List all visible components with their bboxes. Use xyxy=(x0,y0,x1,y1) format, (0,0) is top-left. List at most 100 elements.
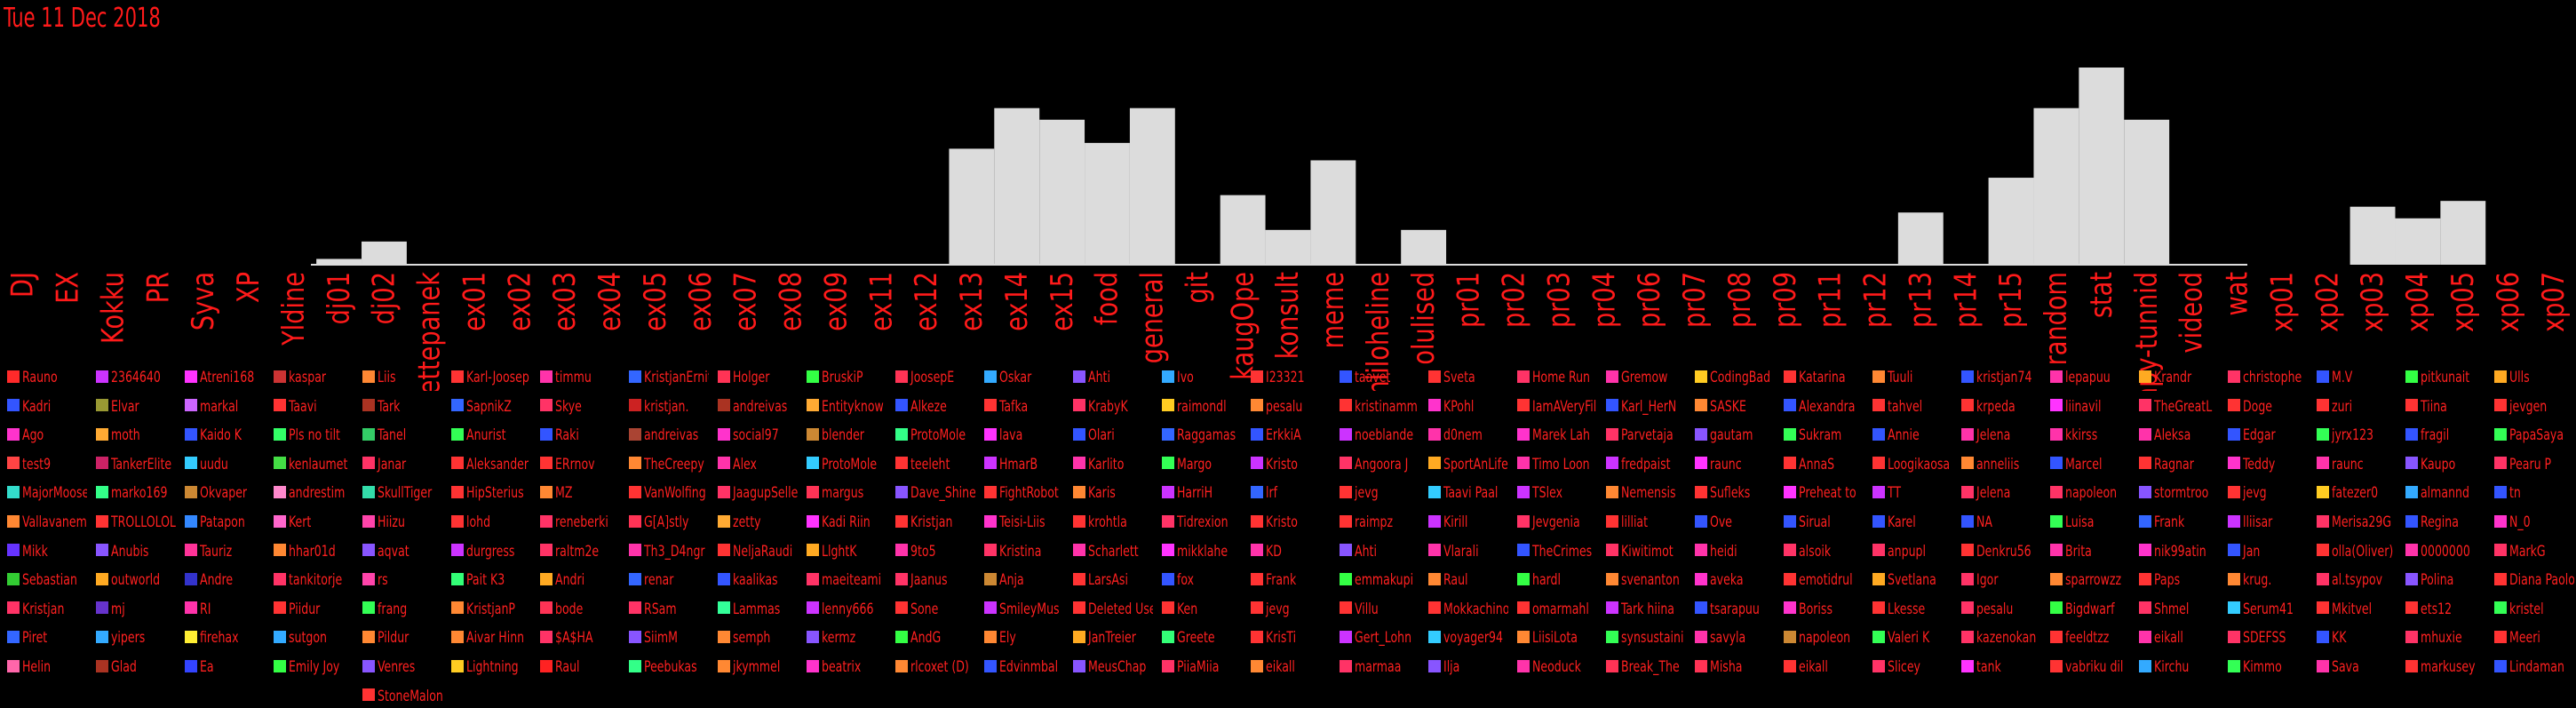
user-name: Teisi-Liis xyxy=(999,513,1046,531)
user-entry: Holger xyxy=(718,366,798,389)
user-entry: Krandr xyxy=(2139,366,2219,389)
user-entry: kermz xyxy=(807,626,886,649)
user-color-swatch xyxy=(540,659,553,672)
user-name: pesalu xyxy=(1266,397,1303,416)
user-color-swatch xyxy=(807,457,819,470)
user-name: svenanton xyxy=(1621,571,1680,590)
user-color-swatch xyxy=(1517,630,1530,643)
user-entry: Ely xyxy=(984,626,1064,649)
bar-xp04 xyxy=(2395,218,2441,265)
user-entry: Ago xyxy=(7,424,87,447)
user-name: SkullTiger xyxy=(378,484,433,503)
user-name: Angoora J xyxy=(1355,455,1409,473)
user-entry: JanTreier xyxy=(1073,626,1153,649)
user-entry: Parvetaja xyxy=(1606,424,1686,447)
user-color-swatch xyxy=(1073,630,1085,643)
user-name: Misha xyxy=(1710,658,1743,676)
user-entry: zetty xyxy=(718,511,798,534)
user-entry: Sone xyxy=(895,598,975,621)
user-entry: kristjan. xyxy=(629,395,709,418)
user-name: Tark hiina xyxy=(1621,600,1674,618)
bar-meme xyxy=(1310,160,1356,265)
user-color-swatch xyxy=(1961,601,1974,615)
user-entry: 2364640 xyxy=(96,366,176,389)
user-name: kristjan. xyxy=(644,397,689,416)
user-entry: Anja xyxy=(984,569,1064,592)
user-entry: BruskiP xyxy=(807,366,886,389)
user-name: Nemensis xyxy=(1621,484,1676,503)
user-name: Hiizu xyxy=(378,513,405,531)
user-name: RI xyxy=(200,600,211,618)
user-entry: tankitorje xyxy=(274,569,354,592)
user-name: TheGreatL xyxy=(2154,397,2213,416)
user-entry: aqvat xyxy=(362,540,442,563)
user-name: feeldtzz xyxy=(2065,629,2110,648)
user-name: kaalikas xyxy=(733,571,778,590)
user-color-swatch xyxy=(540,427,553,441)
user-color-swatch xyxy=(629,485,641,498)
user-name: reneberki xyxy=(555,513,608,531)
user-color-swatch xyxy=(1695,399,1707,412)
user-color-swatch xyxy=(96,601,108,615)
bar-ex14 xyxy=(994,107,1040,266)
user-entry: heidi xyxy=(1695,540,1775,563)
user-entry: gautam xyxy=(1695,424,1775,447)
user-color-swatch xyxy=(1251,399,1263,412)
user-color-swatch xyxy=(629,659,641,672)
tick-label: ex12 xyxy=(909,272,944,331)
user-name: NeljaRaudi xyxy=(733,542,793,561)
user-name: Aivar Hinn xyxy=(466,629,525,648)
user-entry: lliisar xyxy=(2228,511,2308,534)
user-color-swatch xyxy=(1961,630,1974,643)
user-entry: Sirual xyxy=(1784,511,1864,534)
user-name: Tauriz xyxy=(200,542,233,561)
user-entry: Katarina xyxy=(1784,366,1864,389)
user-name: Ago xyxy=(22,426,44,445)
user-entry: Kimmo xyxy=(2228,656,2308,679)
user-name: Liis xyxy=(378,369,396,386)
user-entry: timmu xyxy=(540,366,620,389)
user-entry: Pait K3 xyxy=(451,569,531,592)
user-name: emotidrul xyxy=(1799,571,1853,590)
user-entry: jevg xyxy=(1340,481,1419,505)
user-entry: SapnikZ xyxy=(451,395,531,418)
user-name: zuri xyxy=(2332,397,2353,416)
user-entry: Polina xyxy=(2405,569,2485,592)
user-name: KD xyxy=(1266,542,1282,561)
bar-general xyxy=(1129,107,1175,266)
user-color-swatch xyxy=(2228,427,2240,441)
user-color-swatch xyxy=(2405,427,2418,441)
user-color-swatch xyxy=(7,572,20,585)
user-color-swatch xyxy=(1784,544,1796,557)
user-name: mikklahe xyxy=(1177,542,1228,561)
bar-syvapy-tunnid xyxy=(2124,119,2170,265)
user-entry: tank xyxy=(1961,656,2041,679)
user-name: Emily Joy xyxy=(289,658,340,676)
tick-label: pr03 xyxy=(1542,272,1578,328)
user-color-swatch xyxy=(1340,659,1352,672)
user-color-swatch xyxy=(1606,659,1618,672)
user-color-swatch xyxy=(274,457,286,470)
user-color-swatch xyxy=(2139,544,2151,557)
user-name: lrf xyxy=(1266,484,1278,503)
user-entry: Svetlana xyxy=(1872,569,1952,592)
tick-label: ex15 xyxy=(1045,272,1080,331)
user-entry: napoleon xyxy=(2050,481,2130,505)
user-color-swatch xyxy=(2405,514,2418,528)
user-entry: $A$HA xyxy=(540,626,620,649)
user-name: Bigdwarf xyxy=(2065,600,2115,618)
user-entry: omarmahl xyxy=(1517,598,1597,621)
user-color-swatch xyxy=(1961,659,1974,672)
user-name: BruskiP xyxy=(822,369,863,386)
user-color-swatch xyxy=(629,544,641,557)
user-color-swatch xyxy=(984,544,997,557)
user-name: sutgon xyxy=(289,629,327,648)
user-entry: lrf xyxy=(1251,481,1331,505)
user-entry: al.tsypov xyxy=(2317,569,2397,592)
tick-label: PR xyxy=(140,272,176,303)
user-entry: noeblande xyxy=(1340,424,1419,447)
user-name: maeiteami xyxy=(822,571,882,590)
user-entry: napoleon xyxy=(1784,626,1864,649)
user-color-swatch xyxy=(807,514,819,528)
user-name: heidi xyxy=(1710,542,1737,561)
